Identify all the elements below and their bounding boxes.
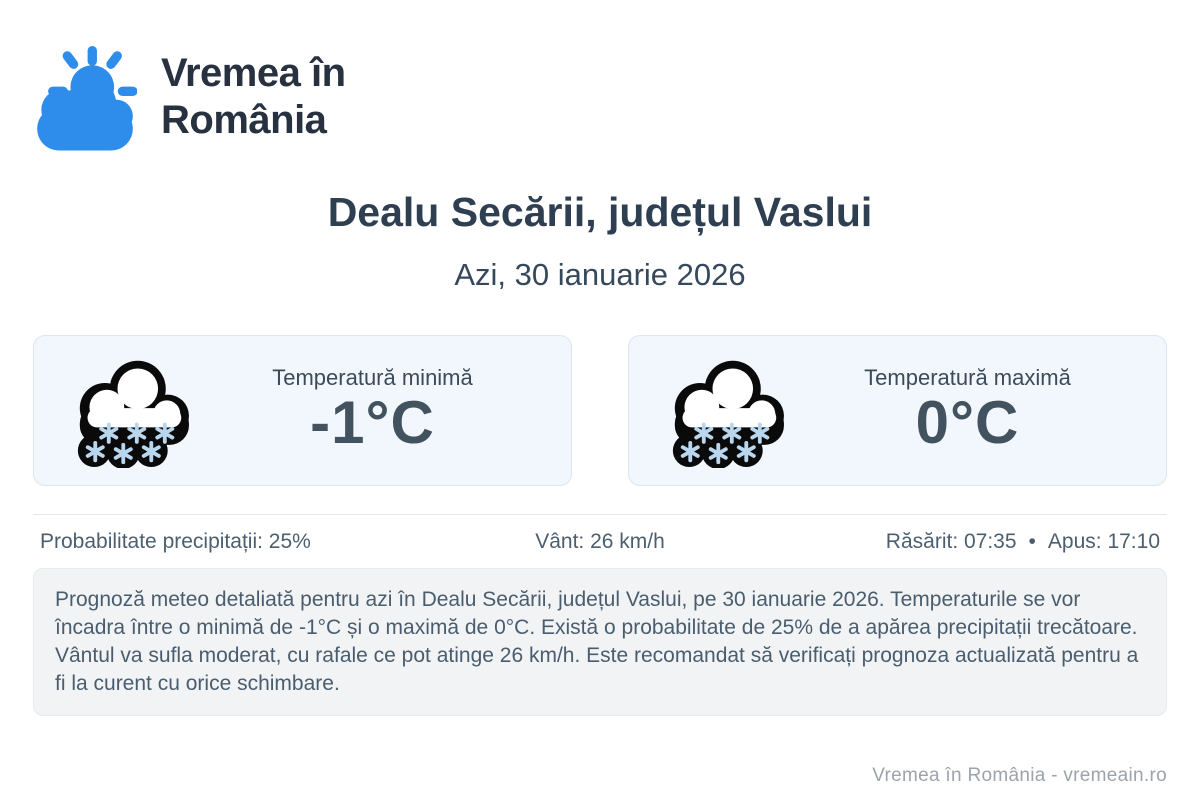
- logo-text-line1: Vremea în: [161, 51, 346, 96]
- min-temperature-card: Temperatură minimă -1°C: [33, 335, 572, 487]
- max-temperature-text: Temperatură maximă 0°C: [789, 365, 1146, 454]
- date-subtitle: Azi, 30 ianuarie 2026: [454, 257, 746, 293]
- page-title: Dealu Secării, județul Vaslui: [327, 189, 873, 235]
- wind-stat: Vânt: 26 km/h: [535, 530, 665, 554]
- sun-times-stat: Răsărit: 07:35 • Apus: 17:10: [886, 530, 1160, 554]
- logo-text: Vremea în România: [161, 50, 346, 144]
- min-temperature-value: -1°C: [310, 389, 435, 457]
- min-temperature-text: Temperatură minimă -1°C: [194, 365, 551, 454]
- logo-text-line2: România: [161, 98, 327, 142]
- bullet-separator: •: [1028, 530, 1036, 554]
- max-temperature-label: Temperatură maximă: [864, 365, 1071, 391]
- max-temperature-card: Temperatură maximă 0°C: [628, 335, 1167, 487]
- sunset-stat: Apus: 17:10: [1047, 530, 1160, 554]
- min-temperature-label: Temperatură minimă: [272, 365, 473, 391]
- sunrise-stat: Răsărit: 07:35: [885, 530, 1017, 554]
- logo[interactable]: Vremea în România: [33, 42, 1167, 152]
- forecast-box: Prognoză meteo detaliată pentru azi în D…: [33, 568, 1167, 717]
- divider: [33, 514, 1167, 516]
- snow-cloud-icon: [77, 360, 189, 468]
- snow-cloud-icon: [672, 360, 784, 468]
- max-temperature-value: 0°C: [915, 389, 1020, 457]
- footer-credit: Vremea în România - vremeain.ro: [872, 765, 1167, 786]
- forecast-text: Prognoză meteo detaliată pentru azi în D…: [55, 588, 1139, 696]
- sun-behind-cloud-icon: [37, 46, 137, 151]
- temperature-cards: Temperatură minimă -1°C: [33, 335, 1167, 487]
- precipitation-stat: Probabilitate precipitații: 25%: [40, 530, 311, 554]
- stats-row: Probabilitate precipitații: 25% Vânt: 26…: [33, 530, 1167, 554]
